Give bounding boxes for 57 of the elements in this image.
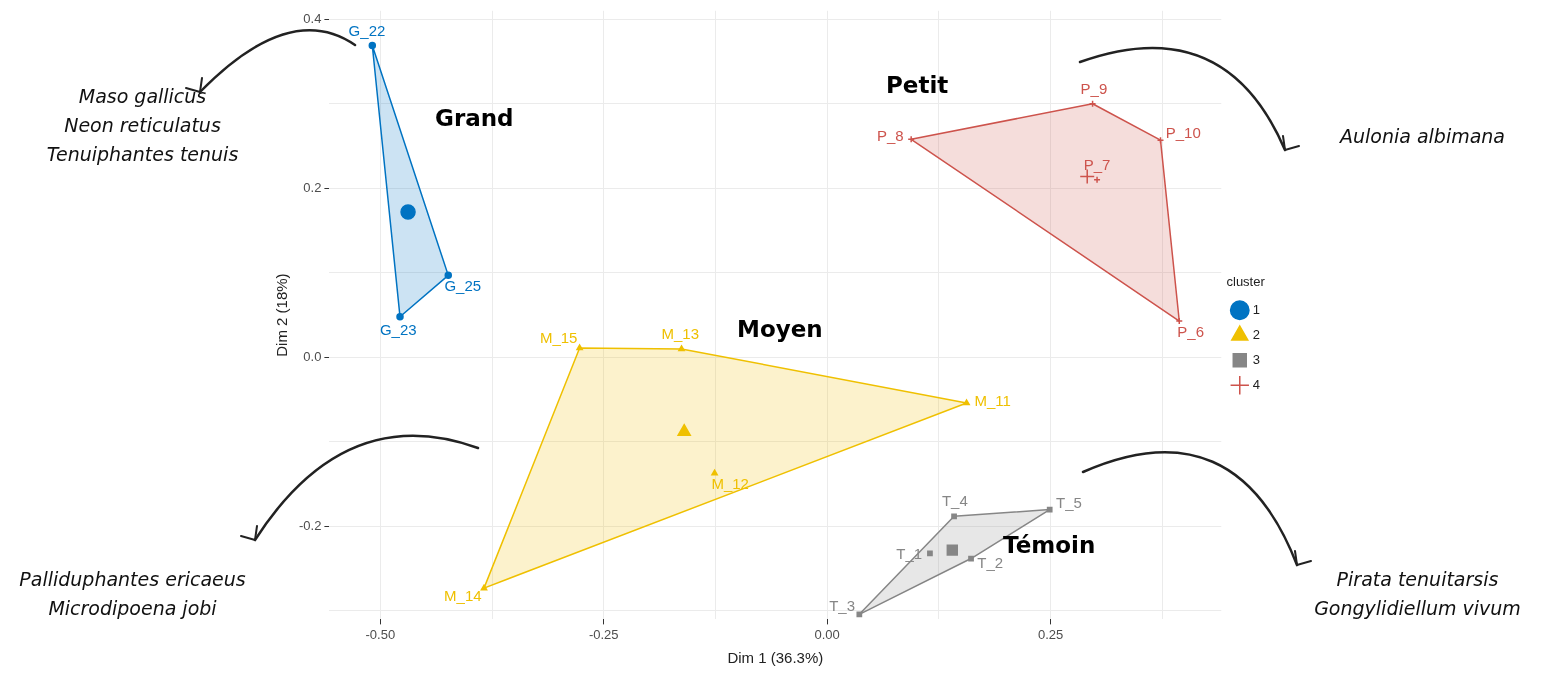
annotation: Petit [886, 72, 949, 98]
point [396, 313, 404, 321]
x-tick-label: 0.25 [1037, 626, 1064, 642]
legend-label: 1 [1252, 301, 1260, 317]
annotation: P_8 [876, 126, 904, 144]
point [480, 584, 488, 591]
annotation: G_25 [444, 277, 482, 295]
y-tick-label: -0.2 [298, 518, 322, 533]
legend-label: 3 [1252, 351, 1260, 367]
y-axis-title: Dim 2 (18%) [273, 273, 291, 357]
y-tick-label: 0.4 [303, 10, 322, 26]
annotation: Moyen [737, 316, 823, 342]
x-tick-label: -0.25 [588, 626, 619, 642]
point [444, 271, 453, 280]
annotation: G_22 [348, 21, 386, 39]
point [927, 550, 933, 557]
text: Maso gallicus Neon reticulatus Tenuiphantes tenuis [45, 84, 240, 167]
annotation: G_23 [379, 320, 417, 338]
x-tick-label: -0.50 [365, 626, 396, 642]
point [368, 41, 377, 50]
point [946, 544, 958, 556]
point [968, 555, 974, 562]
annotation: Grand [435, 105, 514, 131]
point [856, 611, 863, 618]
text: Aulonia albimana [1338, 124, 1506, 149]
annotation: M_14 [444, 586, 482, 604]
annotation: M_12 [711, 474, 749, 492]
annotation: Témoin [1003, 532, 1096, 558]
point [1093, 176, 1101, 184]
point [678, 345, 685, 352]
annotation: P_9 [1080, 79, 1108, 97]
point [963, 399, 970, 406]
annotation: M_13 [661, 325, 700, 343]
point [1046, 506, 1053, 513]
y-tick-label: 0.0 [303, 348, 322, 364]
point [677, 424, 691, 436]
text: Palliduphantes ericaeus Microdipoena jobi [18, 567, 247, 621]
point [711, 469, 718, 476]
text: Pirata tenuitarsis Gongylidiellum vivum [1313, 567, 1522, 621]
x-tick-label: 0.00 [814, 626, 840, 642]
annotation: T_4 [941, 492, 968, 510]
legend-label: 2 [1252, 326, 1260, 342]
annotation: M_15 [539, 329, 578, 347]
annotation: P_6 [1177, 322, 1205, 340]
annotation: P_7 [1083, 156, 1111, 173]
annotation: T_2 [977, 554, 1004, 572]
x-axis-title: Dim 1 (36.3%) [727, 649, 824, 667]
annotation: T_5 [1056, 494, 1082, 512]
annotation: T_3 [829, 596, 855, 614]
legend-title: cluster [1226, 274, 1266, 290]
point [400, 204, 416, 220]
point [576, 344, 583, 351]
annotation: M_11 [974, 391, 1011, 409]
point [951, 513, 957, 520]
y-tick-label: 0.2 [303, 179, 322, 195]
annotation: P_10 [1165, 123, 1201, 141]
legend-label: 4 [1252, 376, 1260, 392]
